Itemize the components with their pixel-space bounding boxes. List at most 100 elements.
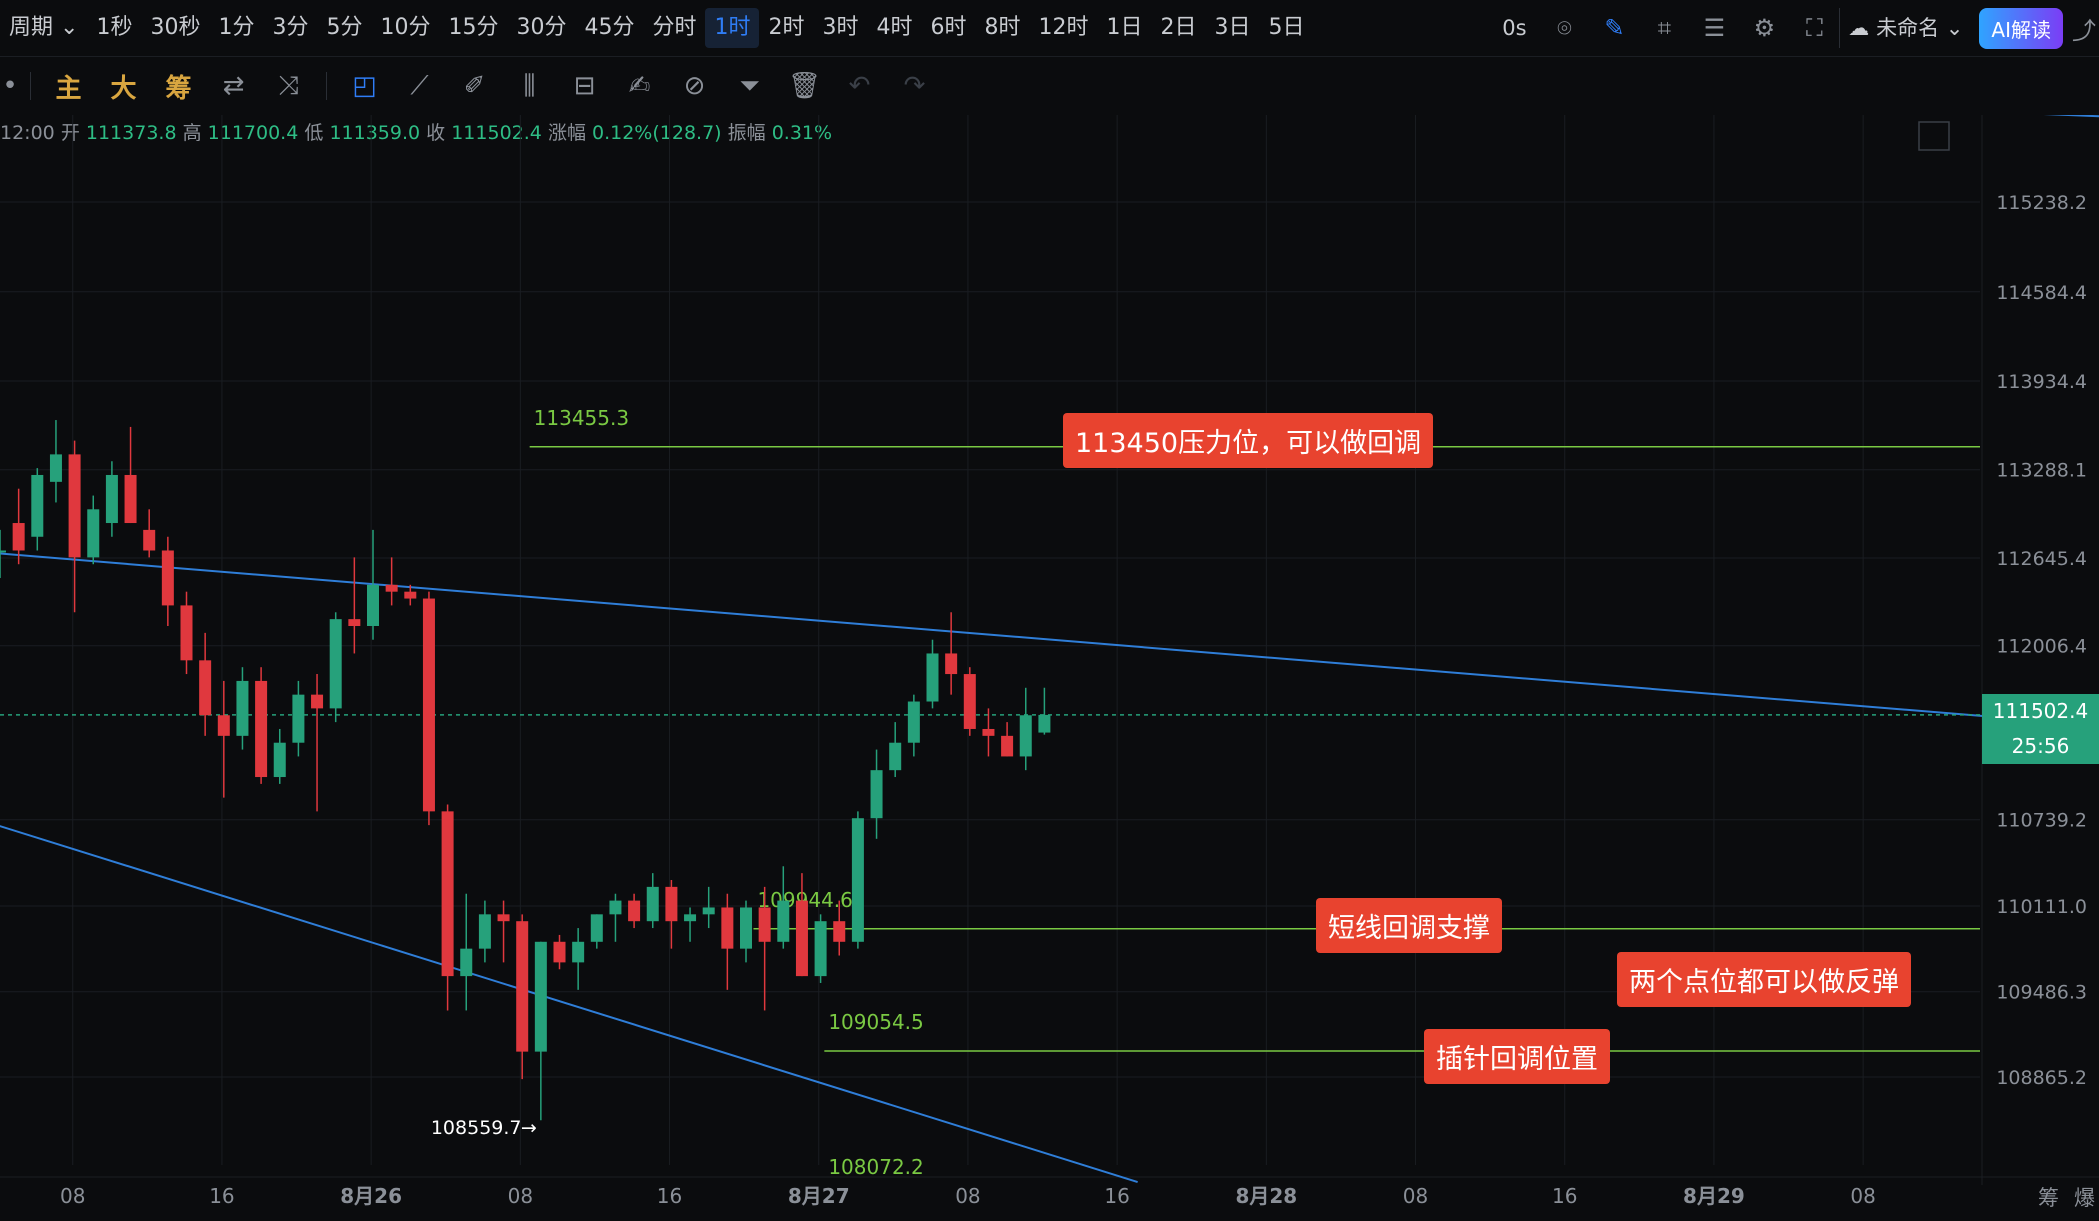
candle-body[interactable] [926,653,939,702]
timeframe-3分[interactable]: 3分 [272,15,309,40]
timeframe-6时[interactable]: 6时 [930,15,967,40]
crop-icon[interactable]: ⌗ [1657,14,1672,42]
candle-body[interactable] [460,948,473,977]
candle-body[interactable] [684,914,697,922]
redo-icon[interactable]: ↷ [903,71,926,101]
timeframe-3时[interactable]: 3时 [822,15,859,40]
timeframe-5分[interactable]: 5分 [326,15,363,40]
candle-body[interactable] [740,907,752,949]
swap-icon[interactable]: ⇄ [222,71,245,101]
candle-body[interactable] [31,474,44,537]
timeframe-1秒[interactable]: 1秒 [96,15,133,40]
candle-body[interactable] [404,591,417,599]
candle-body[interactable] [758,907,771,942]
timeframe-1时[interactable]: 1时 [705,8,760,48]
candle-body[interactable] [124,474,137,524]
candle-body[interactable] [478,914,491,949]
candle-body[interactable] [572,941,585,963]
candle-body[interactable] [143,529,156,551]
candle-body[interactable] [68,454,81,558]
trendline-lower[interactable] [0,809,1138,1184]
candle-body[interactable] [795,900,808,977]
fullscreen-icon[interactable]: ⛶ [1806,14,1823,42]
period-selector[interactable]: 周期 ⌄ [0,8,87,48]
compare-icon[interactable]: ⤨ [278,70,299,101]
timeframe-4时[interactable]: 4时 [876,15,913,40]
candle-body[interactable] [721,907,734,949]
timeframe-1分[interactable]: 1分 [218,15,255,40]
undo-icon[interactable]: ↶ [848,71,871,101]
candle-body[interactable] [628,900,641,922]
magnet-icon[interactable]: ⊘ [683,71,706,101]
candle-body[interactable] [348,619,361,627]
timeframe-分时[interactable]: 分时 [652,15,697,40]
candle-body[interactable] [1019,715,1032,757]
timeframe-10分[interactable]: 10分 [380,15,431,40]
footer-liquidation-label[interactable]: 爆 [2074,1186,2095,1210]
candle-body[interactable] [982,728,995,736]
trash-icon[interactable]: 🗑 [787,71,821,101]
candle-body[interactable] [963,674,976,729]
timeframe-15分[interactable]: 15分 [448,15,499,40]
candle-body[interactable] [87,509,100,558]
candle-body[interactable] [665,886,678,922]
timeframe-8时[interactable]: 8时 [984,15,1021,40]
trendline-top[interactable] [1473,115,2099,118]
camera-icon[interactable]: ⌾ [1557,14,1572,42]
candle-body[interactable] [851,818,864,942]
ai-analysis-button[interactable]: AI解读 [1979,7,2063,49]
layout-selector[interactable]: ☁ 未命名 ⌄ [1839,8,1979,48]
candle-body[interactable] [422,598,435,812]
ruler-icon[interactable]: ⟋ [410,70,429,101]
wick-level-callout[interactable]: 插针回调位置 [1424,1029,1610,1084]
settings-icon[interactable]: ⚙ [1753,14,1776,42]
candle-body[interactable] [777,900,790,942]
candle-body[interactable] [329,619,342,709]
timeframe-45分[interactable]: 45分 [584,15,635,40]
candle-body[interactable] [217,715,230,736]
candle-body[interactable] [646,886,659,922]
timeframe-30秒[interactable]: 30秒 [150,15,201,40]
list-icon[interactable]: ☰ [1703,14,1726,42]
timeframe-1日[interactable]: 1日 [1106,15,1143,40]
candle-body[interactable] [702,907,715,915]
candle-body[interactable] [833,921,846,942]
candle-body[interactable] [534,941,547,1052]
candle-body[interactable] [105,474,118,524]
timeframe-12时[interactable]: 12时 [1038,15,1089,40]
candle-body[interactable] [292,694,305,743]
pen-icon[interactable]: ✎ [1604,14,1625,42]
candlestick-chart[interactable]: 115238.2 114584.4 113934.4 113288.1 112645.4… [0,115,2099,1221]
candle-body[interactable] [367,584,379,627]
trendline-upper[interactable] [0,550,2099,727]
candle-body[interactable] [907,701,920,743]
candle-body[interactable] [311,694,324,709]
candle-body[interactable] [553,941,566,963]
candle-body[interactable] [516,921,529,1052]
candle-body[interactable] [255,680,268,778]
candle-body[interactable] [1038,714,1051,733]
collapse-dot[interactable]: • [2,71,18,101]
timeframe-5日[interactable]: 5日 [1268,15,1305,40]
candle-body[interactable] [180,605,193,661]
candle-body[interactable] [12,523,25,551]
brush-icon[interactable]: ✐ [463,71,486,101]
timeframe-2日[interactable]: 2日 [1160,15,1197,40]
note-icon[interactable]: ✍ [628,71,651,101]
candle-body[interactable] [870,770,883,819]
large-order-button[interactable]: 大 [110,73,137,104]
candle-body[interactable] [199,660,212,716]
rebound-note-callout[interactable]: 两个点位都可以做反弹 [1617,952,1911,1007]
chip-distribution-button[interactable]: 筹 [165,73,192,104]
candle-body[interactable] [385,584,398,592]
candle-tool-icon[interactable]: ⫼ [523,70,536,101]
candle-body[interactable] [273,742,286,778]
candle-body[interactable] [609,900,622,915]
bar-tool-icon[interactable]: ⊟ [573,71,596,101]
expand-icon[interactable] [1918,121,1950,151]
candle-body[interactable] [236,680,249,736]
candle-body[interactable] [497,914,510,922]
footer-chip-label[interactable]: 筹 [2038,1186,2059,1210]
cursor-icon[interactable]: ◰ [352,71,377,101]
short-support-callout[interactable]: 短线回调支撑 [1316,898,1502,953]
